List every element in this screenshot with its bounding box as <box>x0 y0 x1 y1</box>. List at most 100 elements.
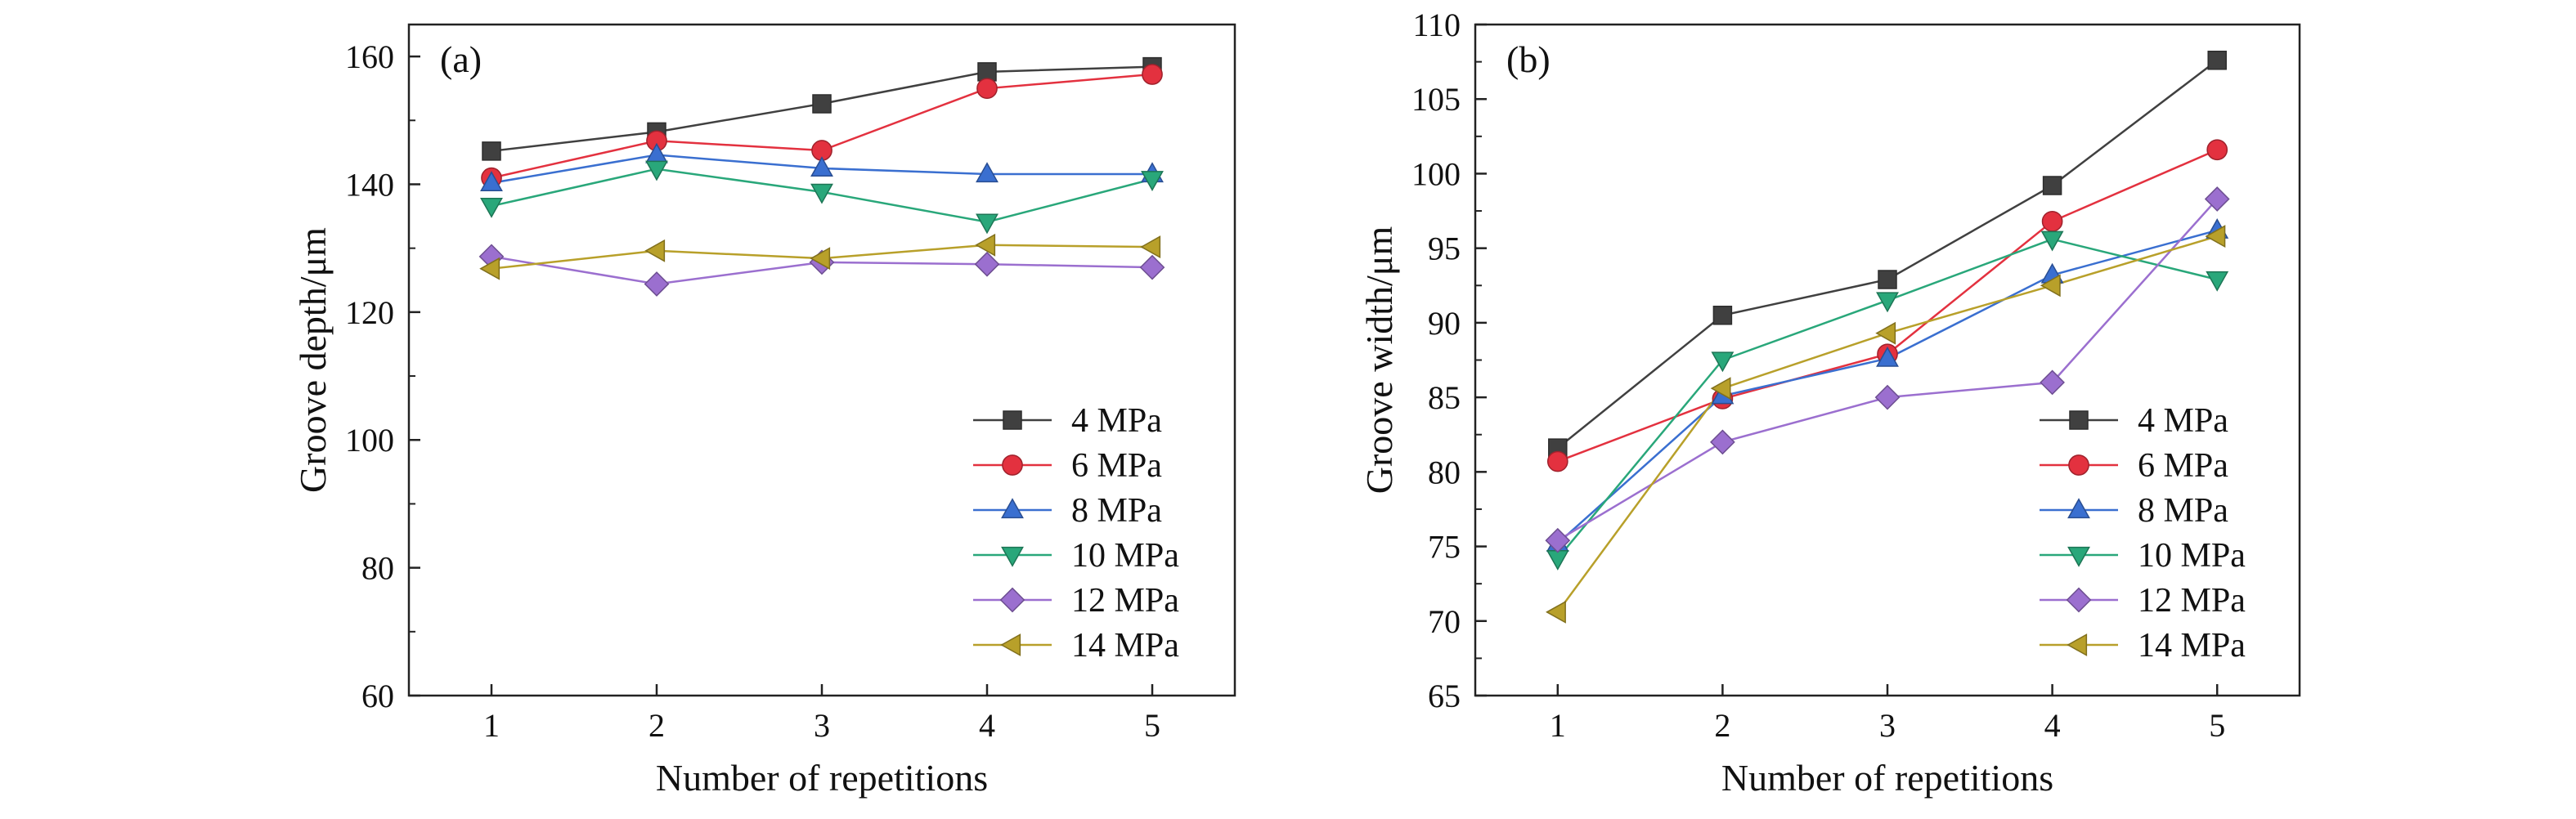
x-tick-label: 3 <box>814 707 830 744</box>
legend-marker <box>1002 454 1023 476</box>
y-tick-label: 105 <box>1411 81 1461 118</box>
data-point <box>480 171 503 192</box>
data-point <box>976 162 999 183</box>
data-point <box>2204 186 2230 212</box>
data-point <box>1141 171 1164 191</box>
data-point <box>1875 321 1896 345</box>
legend-label: 6 MPa <box>2138 447 2228 485</box>
data-point <box>810 247 831 271</box>
data-point <box>1876 292 1899 313</box>
panel-a: 60 80 100 120 140 160 1 2 3 4 5 Number of repetitio… <box>292 23 1236 799</box>
y-tick-label: 70 <box>1428 603 1461 640</box>
y-tick-label: 85 <box>1428 379 1461 416</box>
y-tick-label: 100 <box>1411 155 1461 192</box>
x-tick-label: 1 <box>483 707 500 744</box>
data-point <box>644 239 666 262</box>
panel-label: (a) <box>440 38 482 80</box>
data-point <box>1710 429 1735 455</box>
data-point <box>1546 600 1566 624</box>
y-tick-label: 90 <box>1428 305 1461 342</box>
series-line <box>1557 198 2219 542</box>
legend-marker <box>2066 587 2092 613</box>
data-point <box>2207 51 2227 70</box>
y-tick-label: 80 <box>361 550 394 587</box>
data-point <box>975 233 996 257</box>
y-tick-label: 160 <box>345 38 394 75</box>
data-point <box>2041 210 2063 232</box>
legend-label: 8 MPa <box>2138 492 2228 530</box>
data-point <box>479 257 500 280</box>
x-axis-title: Number of repetitions <box>1721 757 2053 799</box>
data-point <box>810 183 833 204</box>
legend-marker <box>2067 498 2090 519</box>
x-tick-label: 4 <box>979 707 995 744</box>
data-point <box>2206 139 2228 161</box>
y-tick-label: 65 <box>1428 678 1461 714</box>
y-tick-label: 80 <box>1428 454 1461 490</box>
legend-label: 8 MPa <box>1071 492 1162 530</box>
data-point <box>480 197 503 218</box>
legend-marker <box>1000 633 1021 656</box>
data-point <box>1142 64 1163 85</box>
x-tick-label: 5 <box>1144 707 1160 744</box>
legend-label: 14 MPa <box>1071 627 1179 665</box>
y-tick-label: 75 <box>1428 529 1461 566</box>
data-point <box>1546 550 1569 571</box>
x-tick-label: 5 <box>2209 707 2225 744</box>
data-point <box>1878 270 1897 289</box>
data-point <box>810 156 833 177</box>
y-tick-label: 110 <box>1412 7 1461 43</box>
x-tick-label: 3 <box>1879 707 1896 744</box>
data-point <box>812 94 832 114</box>
legend-label: 6 MPa <box>1071 447 1162 485</box>
legend-marker <box>1003 410 1022 430</box>
y-axis-title: Groove width/μm <box>1358 226 1400 495</box>
x-tick-label: 1 <box>1550 707 1566 744</box>
data-point <box>2040 274 2061 298</box>
legend-label: 4 MPa <box>1071 402 1162 440</box>
legend-marker <box>1001 498 1024 519</box>
panel-b: 65 70 75 80 85 90 95 100 105 110 1 2 3 4 5 Number of re… <box>1358 7 2301 799</box>
data-point <box>1139 254 1165 280</box>
y-tick-label: 100 <box>345 422 394 459</box>
panel-label: (b) <box>1506 38 1551 80</box>
legend-label: 12 MPa <box>2138 582 2246 620</box>
legend-marker <box>2067 633 2088 656</box>
y-tick-label: 60 <box>361 678 394 714</box>
x-axis-title: Number of repetitions <box>656 757 988 799</box>
y-axis-title: Groove depth/μm <box>292 227 334 493</box>
data-point <box>2040 230 2064 252</box>
data-point <box>2042 176 2062 195</box>
x-tick-label: 2 <box>1714 707 1730 744</box>
data-point <box>977 62 997 82</box>
data-point <box>1710 377 1731 401</box>
y-tick-label: 95 <box>1428 230 1461 267</box>
legend-label: 12 MPa <box>1071 582 1179 620</box>
data-point <box>2040 369 2065 396</box>
data-point <box>1140 235 1161 259</box>
data-point <box>976 213 999 235</box>
data-point <box>976 78 998 100</box>
data-point <box>482 141 501 161</box>
legend-label: 10 MPa <box>2138 537 2246 575</box>
data-point <box>2205 225 2226 248</box>
legend-label: 4 MPa <box>2138 402 2228 440</box>
legend-label: 14 MPa <box>2138 627 2246 665</box>
data-point <box>974 251 1000 277</box>
x-tick-label: 2 <box>648 707 665 744</box>
legend-marker <box>2068 454 2089 476</box>
y-tick-label: 120 <box>345 294 394 331</box>
data-point <box>1712 306 1733 325</box>
legend-label: 10 MPa <box>1071 537 1179 575</box>
legend-marker <box>2069 410 2089 430</box>
data-point <box>1545 527 1571 553</box>
data-point <box>1876 346 1899 367</box>
legend-marker <box>1001 546 1024 567</box>
data-point <box>2206 271 2229 292</box>
data-point <box>1874 384 1901 410</box>
legend-marker <box>2067 546 2090 567</box>
legend-marker <box>999 587 1025 613</box>
y-tick-label: 140 <box>345 166 394 203</box>
